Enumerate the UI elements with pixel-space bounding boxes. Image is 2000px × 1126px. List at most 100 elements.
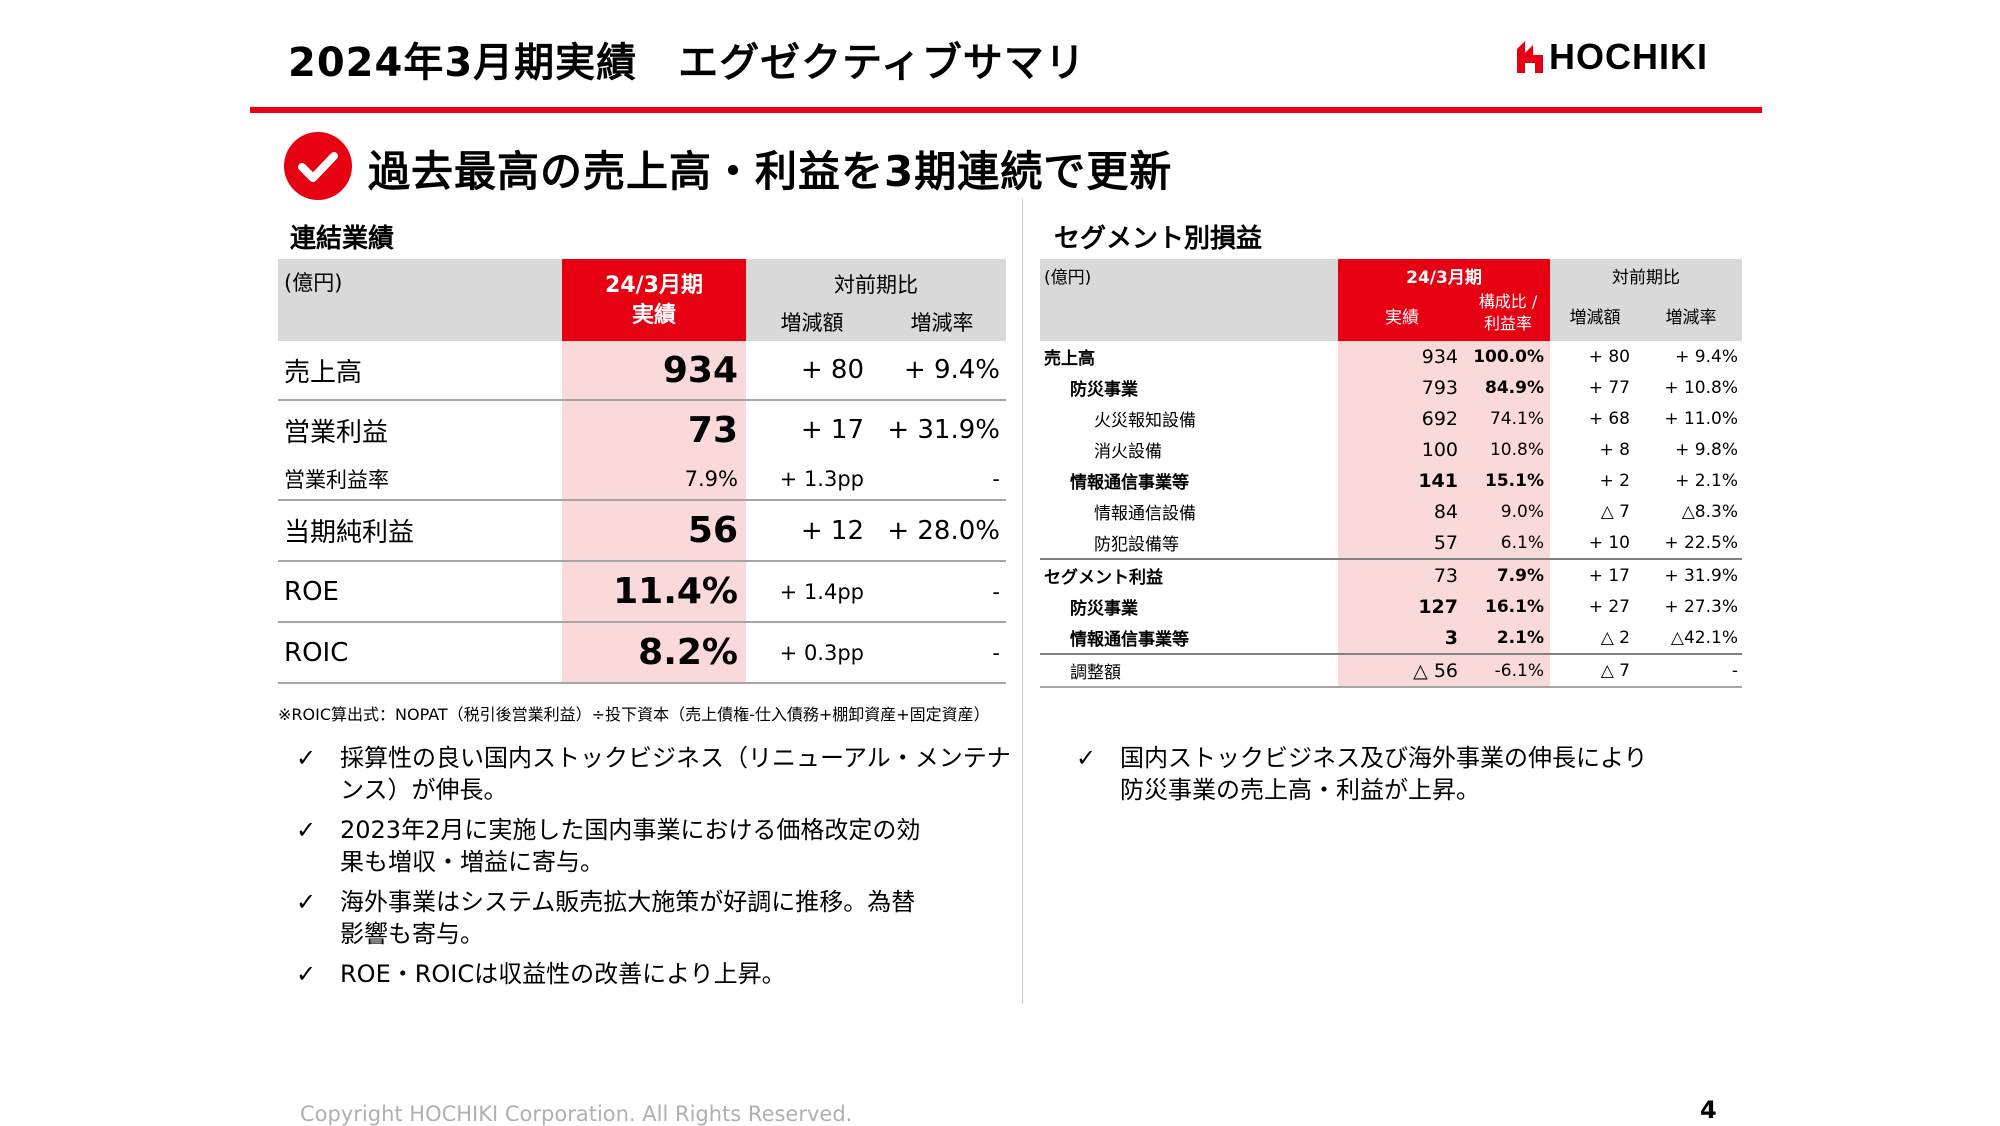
row-ratio: 15.1% [1485,470,1544,491]
table-row: 売上高 934 + 80 + 9.4% [278,341,1006,401]
table-row: 防犯設備等 57 6.1% + 10 + 22.5% [1040,527,1742,560]
segment-unit-label: (億円) [1044,268,1092,288]
row-change: + 80 [800,355,864,385]
row-rate: - [992,467,1000,491]
table-row: 情報通信事業等 141 15.1% + 2 + 2.1% [1040,465,1742,496]
checkmark-circle-icon [284,132,352,200]
row-label: セグメント利益 [1044,568,1163,588]
highlight-cell [1338,560,1550,591]
row-change: + 80 [1588,346,1630,367]
row-value: 7.9% [562,459,746,499]
consolidated-table-header: (億円) 24/3月期 実績 対前期比 増減額 増減率 [278,259,1006,341]
row-change: + 0.3pp [779,640,864,665]
list-item: ✓ 国内ストックビジネス及び海外事業の伸長により 防災事業の売上高・利益が上昇。 [1076,742,1736,806]
row-label: ROE [284,576,339,607]
table-row: 営業利益率 7.9% + 1.3pp - [278,459,1006,501]
table-row: ROE 11.4% + 1.4pp - [278,562,1006,623]
row-label: 営業利益 [284,417,389,448]
table-row: ROIC 8.2% + 0.3pp - [278,623,1006,684]
row-change: + 77 [1588,377,1630,398]
consolidated-table: (億円) 24/3月期 実績 対前期比 増減額 増減率 売上高 934 + 80… [278,259,1006,684]
headline: 過去最高の売上高・利益を3期連続で更新 [368,147,1173,196]
page-number: 4 [1700,1096,1717,1124]
row-rate: + 9.4% [1675,346,1738,367]
segment-period-header: 24/3月期 [1406,268,1482,288]
hochiki-logo-icon [1517,41,1543,73]
highlight-cell [1338,341,1550,372]
bullet-line: 影響も寄与。 [340,920,484,948]
list-item: ✓ 2023年2月に実施した国内事業における価格改定の効 果も増収・増益に寄与。 [296,814,1016,878]
rate-header: 増減率 [910,311,974,335]
row-label: 情報通信事業等 [1070,473,1189,493]
checkmark-icon: ✓ [296,888,317,916]
actual-header-cell: 24/3月期 実績 [562,259,746,341]
row-rate: + 27.3% [1664,596,1738,617]
row-ratio: 100.0% [1473,346,1544,367]
row-change: + 1.3pp [779,467,864,491]
row-rate: △8.3% [1681,501,1738,522]
row-label: 情報通信事業等 [1070,630,1189,650]
row-ratio: 16.1% [1485,596,1544,617]
row-ratio: 74.1% [1489,408,1544,429]
segment-rate-header: 増減率 [1665,308,1717,328]
right-bullet-list: ✓ 国内ストックビジネス及び海外事業の伸長により 防災事業の売上高・利益が上昇。 [1076,742,1736,814]
row-ratio: 2.1% [1496,627,1544,648]
table-row: 調整額 △ 56 -6.1% △ 7 - [1040,655,1742,688]
yoy-header-cell: 対前期比 増減額 増減率 [746,259,1006,341]
bullet-line: ROE・ROICは収益性の改善により上昇。 [340,960,786,988]
row-change: △ 7 [1600,501,1630,522]
left-bullet-list: ✓ 採算性の良い国内ストックビジネス（リニューアル・メンテナ ンス）が伸長。 ✓… [296,742,1016,998]
actual-header-line2: 実績 [631,303,676,328]
row-label: 防犯設備等 [1094,535,1179,555]
row-ratio: 9.0% [1500,501,1544,522]
row-label: ROIC [284,637,349,668]
table-row: 情報通信事業等 3 2.1% △ 2 △42.1% [1040,622,1742,655]
segment-ratio-header-line1: 構成比 / [1478,292,1538,311]
segment-yoy-header: 対前期比 [1612,268,1680,288]
list-item: ✓ ROE・ROICは収益性の改善により上昇。 [296,958,1016,990]
row-rate: + 22.5% [1664,532,1738,553]
highlight-cell [1338,655,1550,686]
row-change: △ 7 [1600,660,1630,681]
segment-title: セグメント別損益 [1054,224,1263,254]
row-label: 当期純利益 [284,518,415,548]
row-ratio: 10.8% [1489,439,1544,460]
table-row: 売上高 934 100.0% + 80 + 9.4% [1040,341,1742,372]
segment-unit-cell: (億円) [1040,259,1338,341]
row-ratio: 6.1% [1500,532,1544,553]
row-label: 消火設備 [1094,442,1162,462]
row-value: 56 [562,501,746,560]
row-change: + 12 [800,515,864,546]
row-change: + 17 [1588,565,1630,586]
row-value: 57 [1433,531,1458,554]
row-change: + 17 [800,415,864,445]
row-change: + 8 [1599,439,1630,460]
highlight-cell [1338,527,1550,558]
row-change: + 10 [1588,532,1630,553]
row-ratio: 84.9% [1485,377,1544,398]
segment-ratio-header-line2: 利益率 [1483,314,1532,333]
unit-label: (億円) [284,271,343,295]
row-value: △ 56 [1413,659,1458,682]
row-label: 売上高 [1044,349,1095,369]
row-ratio: -6.1% [1494,660,1544,681]
table-row: 火災報知設備 692 74.1% + 68 + 11.0% [1040,403,1742,434]
list-item: ✓ 採算性の良い国内ストックビジネス（リニューアル・メンテナ ンス）が伸長。 [296,742,1016,806]
row-rate: - [992,640,1000,665]
segment-table-header: (億円) 24/3月期 実績 構成比 / 利益率 対前期比 増減額 増減率 [1040,259,1742,341]
highlight-cell [1338,403,1550,434]
row-change: + 1.4pp [779,579,864,604]
bullet-line: 採算性の良い国内ストックビジネス（リニューアル・メンテナ [340,744,1011,772]
yoy-header: 対前期比 [834,273,918,297]
row-rate: + 10.8% [1664,377,1738,398]
table-row: 防災事業 127 16.1% + 27 + 27.3% [1040,591,1742,622]
copyright-footer: Copyright HOCHIKI Corporation. All Right… [300,1102,853,1126]
row-value: 3 [1444,626,1458,649]
row-label: 防災事業 [1070,599,1138,619]
hochiki-logo: HOCHIKI [1515,39,1708,75]
bullet-line: 2023年2月に実施した国内事業における価格改定の効 [340,816,921,844]
table-row: 防災事業 793 84.9% + 77 + 10.8% [1040,372,1742,403]
row-change: + 68 [1588,408,1630,429]
segment-actual-header: 実績 [1385,308,1419,328]
checkmark-icon: ✓ [296,960,317,988]
